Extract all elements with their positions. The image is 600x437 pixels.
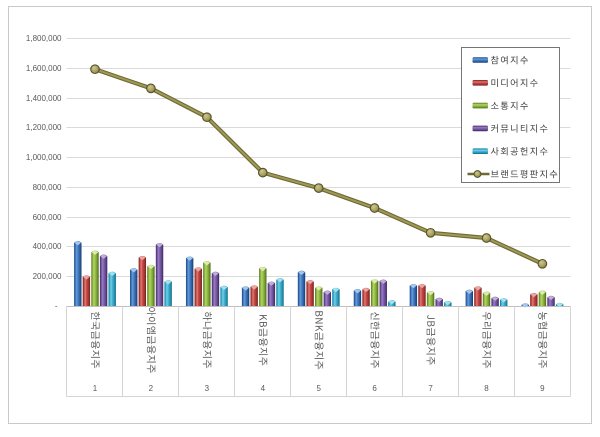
svg-text:2: 2 bbox=[149, 384, 154, 393]
svg-text:8: 8 bbox=[484, 384, 489, 393]
svg-text:200,000: 200,000 bbox=[33, 272, 62, 281]
svg-text:6: 6 bbox=[372, 384, 377, 393]
svg-text:1,600,000: 1,600,000 bbox=[26, 64, 62, 73]
svg-text:1,000,000: 1,000,000 bbox=[26, 153, 62, 162]
svg-text:7: 7 bbox=[428, 384, 433, 393]
svg-text:400,000: 400,000 bbox=[33, 242, 62, 251]
svg-text:1,800,000: 1,800,000 bbox=[26, 34, 62, 43]
svg-text:4: 4 bbox=[261, 384, 266, 393]
svg-text:600,000: 600,000 bbox=[33, 213, 62, 222]
svg-text:800,000: 800,000 bbox=[33, 183, 62, 192]
svg-text:5: 5 bbox=[316, 384, 321, 393]
svg-text:1,400,000: 1,400,000 bbox=[26, 94, 62, 103]
svg-text:1,200,000: 1,200,000 bbox=[26, 123, 62, 132]
svg-text:3: 3 bbox=[205, 384, 210, 393]
svg-text:-: - bbox=[55, 302, 58, 311]
svg-text:9: 9 bbox=[540, 384, 545, 393]
svg-text:1: 1 bbox=[93, 384, 98, 393]
